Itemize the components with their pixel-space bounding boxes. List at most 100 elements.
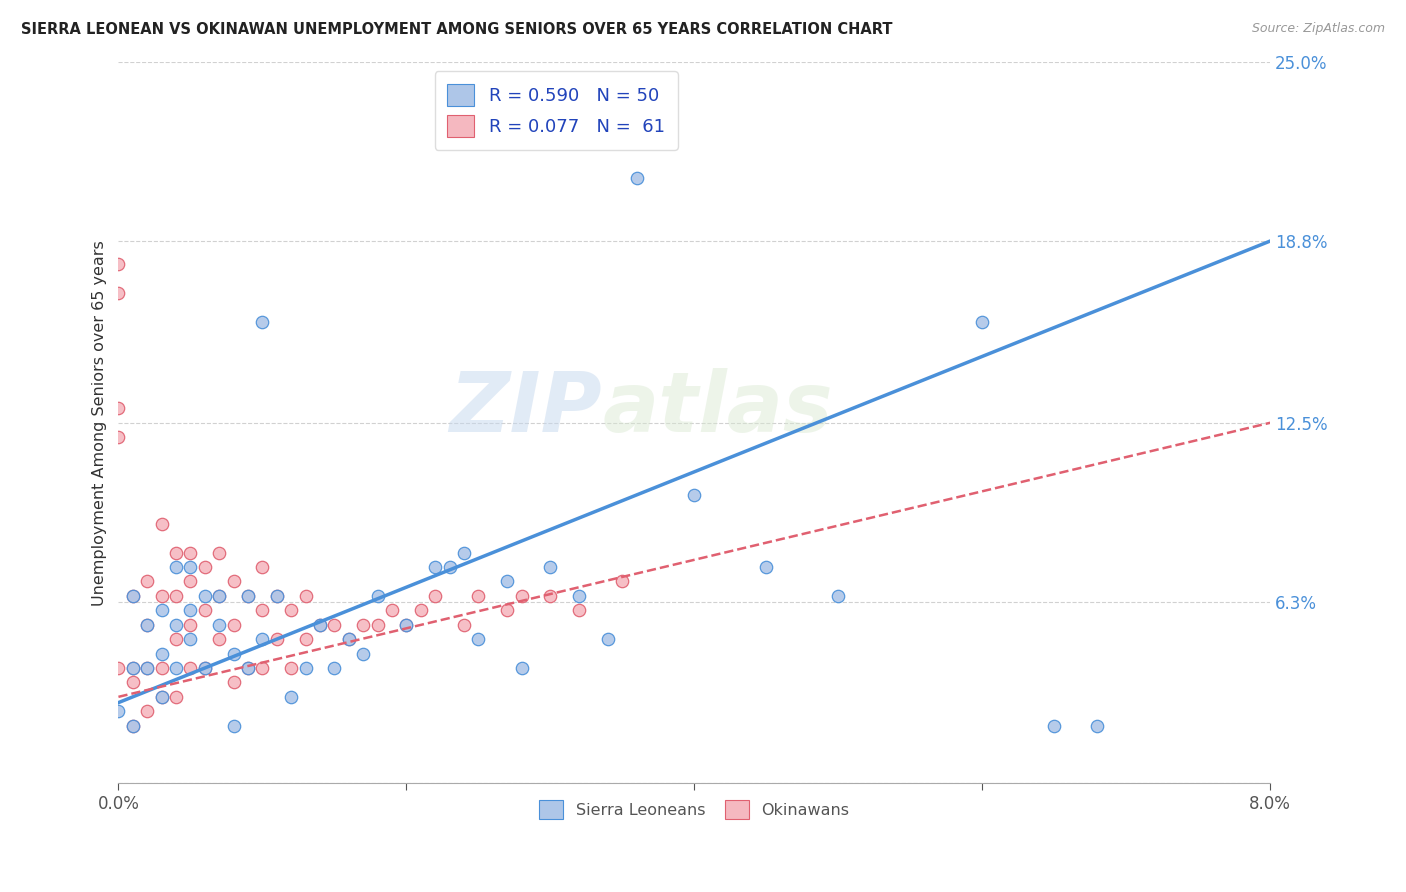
Point [194,603,217,617]
Point [208,545,231,559]
Point [222,617,245,632]
Point [165,690,187,704]
Point [568,589,591,603]
Point [453,617,475,632]
Point [179,661,201,675]
Point [596,632,619,647]
Point [107,704,129,718]
Point [194,560,217,574]
Point [467,632,489,647]
Point [309,617,332,632]
Point [121,589,143,603]
Point [510,661,533,675]
Point [626,170,648,185]
Point [309,617,332,632]
Point [165,661,187,675]
Point [179,603,201,617]
Point [395,617,418,632]
Point [165,589,187,603]
Point [121,661,143,675]
Point [150,690,173,704]
Point [165,632,187,647]
Point [179,632,201,647]
Point [179,545,201,559]
Point [208,632,231,647]
Point [827,589,849,603]
Point [179,617,201,632]
Point [136,661,159,675]
Point [683,488,706,502]
Legend: Sierra Leoneans, Okinawans: Sierra Leoneans, Okinawans [533,794,856,826]
Point [252,603,274,617]
Point [538,589,561,603]
Point [266,632,288,647]
Point [194,589,217,603]
Point [395,617,418,632]
Point [323,661,346,675]
Point [337,632,360,647]
Point [136,661,159,675]
Point [568,603,591,617]
Point [294,589,316,603]
Point [453,545,475,559]
Point [367,617,389,632]
Point [150,647,173,661]
Text: SIERRA LEONEAN VS OKINAWAN UNEMPLOYMENT AMONG SENIORS OVER 65 YEARS CORRELATION : SIERRA LEONEAN VS OKINAWAN UNEMPLOYMENT … [21,22,893,37]
Text: Source: ZipAtlas.com: Source: ZipAtlas.com [1251,22,1385,36]
Point [150,661,173,675]
Point [425,589,447,603]
Point [236,661,259,675]
Point [236,661,259,675]
Point [107,430,129,444]
Point [121,589,143,603]
Point [179,560,201,574]
Point [280,690,302,704]
Point [121,661,143,675]
Point [467,589,489,603]
Point [136,617,159,632]
Point [496,574,519,589]
Point [236,589,259,603]
Point [755,560,778,574]
Text: ZIP: ZIP [450,368,602,449]
Point [107,285,129,300]
Point [612,574,634,589]
Point [222,574,245,589]
Point [107,401,129,416]
Point [222,675,245,690]
Point [510,589,533,603]
Point [352,647,374,661]
Point [107,661,129,675]
Point [294,632,316,647]
Point [252,632,274,647]
Point [425,560,447,574]
Point [208,617,231,632]
Point [150,690,173,704]
Point [150,516,173,531]
Point [208,589,231,603]
Point [294,661,316,675]
Point [165,545,187,559]
Point [972,315,994,329]
Text: atlas: atlas [602,368,832,449]
Point [165,617,187,632]
Point [121,675,143,690]
Point [439,560,461,574]
Point [150,603,173,617]
Point [194,661,217,675]
Point [538,560,561,574]
Point [1087,719,1109,733]
Point [280,661,302,675]
Point [252,315,274,329]
Point [208,589,231,603]
Point [252,661,274,675]
Point [1043,719,1066,733]
Point [222,647,245,661]
Point [496,603,519,617]
Point [107,257,129,271]
Point [266,589,288,603]
Point [352,617,374,632]
Point [381,603,404,617]
Point [367,589,389,603]
Point [136,617,159,632]
